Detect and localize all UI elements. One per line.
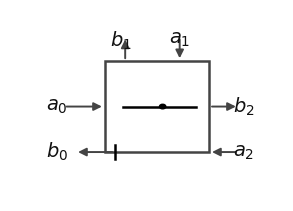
Text: $b_1$: $b_1$ xyxy=(110,30,132,53)
Bar xyxy=(105,61,209,152)
Text: $a_0$: $a_0$ xyxy=(46,97,67,116)
Text: $a_2$: $a_2$ xyxy=(234,143,255,162)
Text: $a_1$: $a_1$ xyxy=(169,30,190,49)
Circle shape xyxy=(159,104,166,109)
Text: $b_0$: $b_0$ xyxy=(46,141,68,163)
Text: $b_2$: $b_2$ xyxy=(233,95,255,118)
